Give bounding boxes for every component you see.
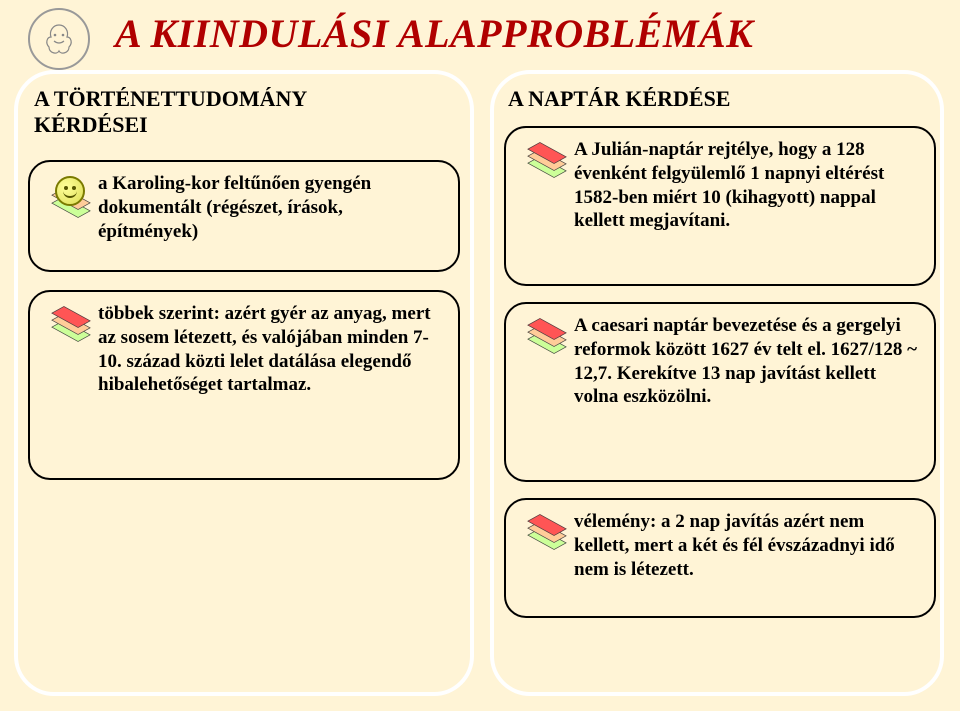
right-card-3: vélemény: a 2 nap javítás azért nem kell… — [504, 498, 936, 618]
layers-icon — [520, 138, 574, 184]
left-heading: A TÖRTÉNETTUDOMÁNYKÉRDÉSEI — [34, 86, 454, 138]
left-card-1: a Karoling-kor feltűnően gyengén dokumen… — [28, 160, 460, 272]
layers-icon — [44, 302, 98, 348]
logo-icon — [28, 8, 90, 70]
smiley-over-layers-icon — [44, 172, 98, 224]
page-title: A KIINDULÁSI ALAPPROBLÉMÁK — [115, 10, 753, 57]
card-text: többek szerint: azért gyér az anyag, mer… — [98, 302, 444, 397]
card-text: vélemény: a 2 nap javítás azért nem kell… — [574, 510, 920, 581]
left-card-2: többek szerint: azért gyér az anyag, mer… — [28, 290, 460, 480]
layers-icon — [520, 510, 574, 556]
right-card-2: A caesari naptár bevezetése és a gergely… — [504, 302, 936, 482]
card-text: A Julián-naptár rejtélye, hogy a 128 éve… — [574, 138, 920, 233]
right-card-1: A Julián-naptár rejtélye, hogy a 128 éve… — [504, 126, 936, 286]
card-text: a Karoling-kor feltűnően gyengén dokumen… — [98, 172, 444, 243]
card-text: A caesari naptár bevezetése és a gergely… — [574, 314, 920, 409]
layers-icon — [520, 314, 574, 360]
right-heading: A NAPTÁR KÉRDÉSE — [508, 86, 730, 112]
